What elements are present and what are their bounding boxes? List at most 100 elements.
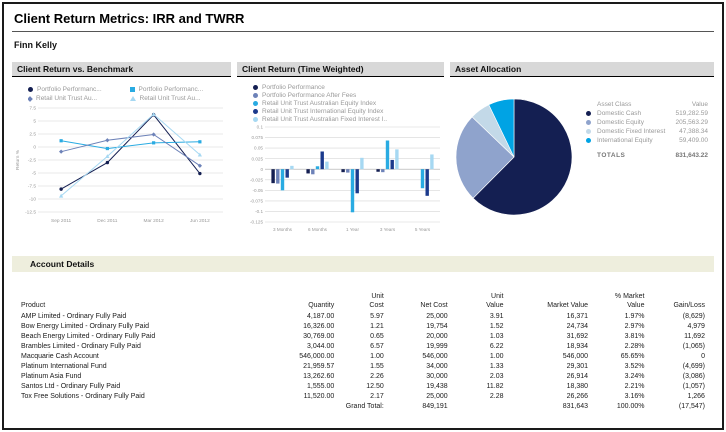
circle-marker-icon	[586, 120, 591, 125]
grand-total-row: Grand Total: 849,191 831,643 100.00% (17,547…	[19, 402, 707, 412]
table-cell: (3,086)	[682, 373, 705, 380]
table-cell: 1,266	[687, 393, 705, 400]
column-header: Market Value	[547, 301, 589, 309]
panel-asset-allocation-title: Asset Allocation	[450, 62, 714, 77]
table-cell: Bow Energy Limited - Ordinary Fully Paid	[21, 323, 150, 330]
asset-class-label: International Equity	[597, 137, 653, 144]
square-marker-icon	[129, 87, 135, 92]
asset-value: 59,409.00	[679, 137, 708, 144]
table-cell: 25,000	[426, 393, 448, 400]
circle-marker-icon	[253, 109, 258, 114]
table-cell: 2.21%	[624, 383, 645, 390]
legend-item: Portfolio Performance After Fees	[253, 92, 444, 99]
diamond-marker-icon	[28, 95, 33, 102]
allocation-legend-row: Domestic Cash 519,282.59	[586, 110, 708, 117]
circle-marker-icon	[586, 129, 591, 134]
column-header: Product	[21, 301, 46, 309]
legend-label: Retail Unit Trust Australian Fixed Inter…	[262, 116, 387, 123]
table-cell: (1,065)	[682, 343, 705, 350]
table-cell: 11.82	[486, 383, 504, 390]
svg-text:0.025: 0.025	[252, 156, 264, 161]
page-title: Client Return Metrics: IRR and TWRR	[14, 11, 245, 26]
table-cell: 5.97	[370, 313, 384, 320]
svg-text:-0.05: -0.05	[253, 188, 264, 193]
svg-text:7.5: 7.5	[29, 106, 36, 112]
table-cell: 34,000	[426, 363, 448, 370]
asset-class-label: Asset Class	[597, 101, 632, 108]
table-cell: 3.91	[489, 313, 504, 320]
table-row: Beach Energy Limited - Ordinary Fully Pa…	[19, 332, 707, 342]
panel-time-weighted: Client Return (Time Weighted) Portfolio …	[237, 62, 444, 240]
grand-total-cell	[450, 402, 506, 412]
table-cell: 4,979	[687, 323, 705, 330]
svg-text:3 Months: 3 Months	[273, 227, 293, 232]
time-weighted-bar-chart: 0.1 0.075 0.05 0.025 0 -0.025 -0.05 -0.075 -0.1 -…	[250, 125, 440, 232]
table-cell: 1.33	[489, 363, 504, 370]
table-cell: 3.81%	[624, 333, 645, 340]
account-table-body: AMP Limited - Ordinary Fully Paid 4,187.0…	[19, 312, 707, 412]
svg-text:5: 5	[33, 119, 36, 125]
table-cell: 2.17	[370, 393, 384, 400]
svg-text:-0.075: -0.075	[250, 198, 263, 203]
legend-item: Retail Unit Trust Australian Fixed Inter…	[253, 116, 444, 123]
table-cell: 24,734	[566, 323, 589, 330]
table-cell: 2.28	[489, 393, 504, 400]
svg-text:0.075: 0.075	[252, 135, 264, 140]
allocation-legend-row: TOTALS 831,643.22	[586, 152, 708, 159]
table-cell: 26,914	[566, 373, 589, 380]
pie-slice	[455, 116, 515, 199]
asset-value: Value	[691, 101, 708, 108]
column-header: Quantity	[308, 301, 335, 309]
grand-total-cell: 831,643	[562, 403, 589, 410]
asset-class-label: TOTALS	[597, 152, 626, 159]
svg-text:0: 0	[33, 145, 36, 151]
table-cell: 1.55	[370, 363, 384, 370]
table-cell: 26,266	[566, 393, 589, 400]
table-cell: Macquarie Cash Account	[21, 353, 99, 360]
circle-marker-icon	[253, 117, 258, 122]
table-row: Santos Ltd - Ordinary Fully Paid 1,555.00…	[19, 382, 707, 392]
account-details-section: Account Details Product Quantity Unit Cost…	[12, 256, 714, 412]
table-cell: 11,692	[684, 333, 705, 340]
table-cell: 3.52%	[624, 363, 645, 370]
table-cell: 1.52	[489, 323, 504, 330]
svg-text:-5: -5	[32, 171, 37, 177]
table-cell: 13,262.60	[303, 373, 335, 380]
column-header: Unit Value	[486, 293, 504, 309]
asset-value: 831,643.22	[675, 152, 708, 159]
asset-class-label: Domestic Cash	[597, 110, 642, 117]
allocation-legend-row: Domestic Equity 205,563.29	[586, 119, 708, 126]
table-cell: 546,000	[422, 353, 448, 360]
client-name: Finn Kelly	[14, 40, 58, 50]
benchmark-legend: Portfolio Performanc... Portfolio Perform…	[28, 86, 231, 102]
table-cell: 65.65%	[620, 353, 645, 360]
table-cell: 0	[701, 353, 705, 360]
account-details-title: Account Details	[12, 256, 714, 272]
svg-text:-12.5: -12.5	[25, 210, 36, 216]
table-row: Tox Free Solutions - Ordinary Fully Paid…	[19, 392, 707, 402]
circle-marker-icon	[253, 85, 258, 90]
panel-asset-allocation: Asset Allocation Asset Class Value Domesti…	[450, 62, 714, 240]
panel-benchmark: Client Return vs. Benchmark Portfolio Pe…	[12, 62, 231, 240]
column-header: Unit Cost	[369, 293, 384, 309]
time-weighted-legend: Portfolio Performance Portfolio Performan…	[253, 84, 444, 123]
svg-text:-0.1: -0.1	[255, 209, 263, 214]
table-cell: 1.97%	[624, 313, 645, 320]
table-header-row: Product Quantity Unit Cost Net Cost Unit Val…	[19, 292, 707, 312]
panel-time-weighted-title: Client Return (Time Weighted)	[237, 62, 444, 77]
asset-class-label: Domestic Fixed Interest	[597, 128, 666, 135]
account-details-table: Product Quantity Unit Cost Net Cost Unit Val…	[19, 292, 707, 412]
table-cell: 1.21	[370, 323, 384, 330]
svg-text:2.5: 2.5	[29, 132, 36, 138]
table-cell: (4,699)	[682, 363, 705, 370]
triangle-marker-icon	[129, 96, 136, 101]
legend-label: Portfolio Performanc...	[37, 86, 102, 93]
table-cell: 546,000.00	[299, 353, 335, 360]
table-cell: Beach Energy Limited - Ordinary Fully Pa…	[21, 333, 156, 340]
table-cell: AMP Limited - Ordinary Fully Paid	[21, 313, 127, 320]
table-cell: 2.97%	[624, 323, 645, 330]
table-cell: 18,934	[566, 343, 589, 350]
title-divider	[12, 31, 714, 32]
table-cell: 1,555.00	[307, 383, 335, 390]
table-cell: 20,000	[426, 333, 448, 340]
